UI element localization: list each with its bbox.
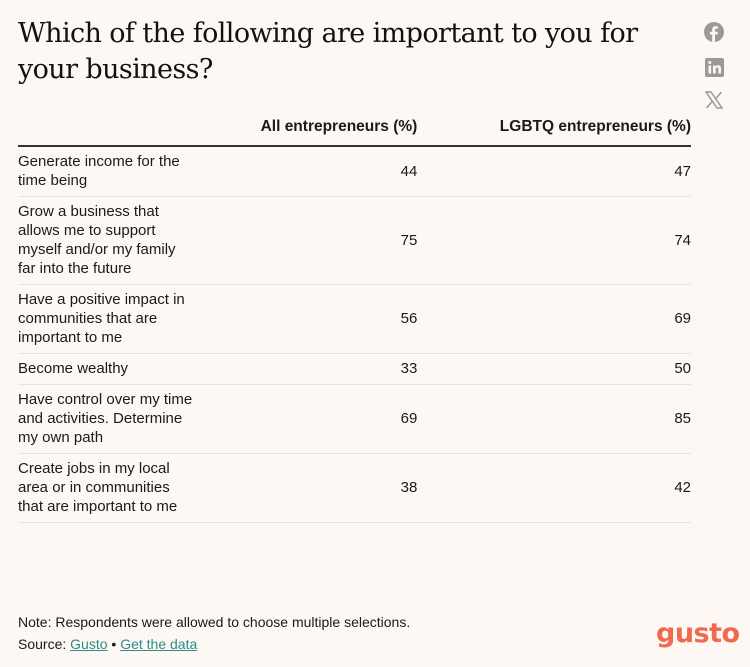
value-lgbtq: 50 — [417, 353, 691, 385]
column-header-lgbtq[interactable]: LGBTQ entrepreneurs (%) — [417, 112, 691, 147]
source-line: Source: Gusto • Get the data — [18, 633, 410, 655]
value-all: 75 — [193, 196, 418, 285]
value-lgbtq: 42 — [417, 453, 691, 523]
value-lgbtq: 47 — [417, 146, 691, 197]
separator: • — [111, 636, 117, 652]
note-text: Note: Respondents were allowed to choose… — [18, 614, 411, 630]
value-lgbtq: 74 — [417, 196, 691, 285]
value-all: 56 — [193, 284, 418, 354]
row-label: Grow a business that allows me to suppor… — [18, 196, 193, 285]
linkedin-icon[interactable] — [704, 57, 724, 77]
value-all: 44 — [193, 146, 418, 197]
table-row: Grow a business that allows me to suppor… — [18, 196, 691, 285]
footer-notes: Note: Respondents were allowed to choose… — [18, 611, 410, 655]
facebook-icon[interactable] — [704, 22, 724, 42]
get-data-link[interactable]: Get the data — [120, 636, 198, 652]
row-label: Generate income for the time being — [18, 146, 193, 197]
value-all: 69 — [193, 384, 418, 454]
value-all: 33 — [193, 353, 418, 385]
chart-title: Which of the following are important to … — [18, 18, 638, 85]
value-all: 38 — [193, 453, 418, 523]
table-row: Have a positive impact in communities th… — [18, 284, 691, 354]
table-row: Become wealthy 33 50 — [18, 353, 691, 385]
table-row: Have control over my time and activities… — [18, 384, 691, 454]
gusto-logo[interactable]: gusto — [656, 618, 740, 649]
column-header-label[interactable] — [18, 112, 193, 147]
row-label: Have control over my time and activities… — [18, 384, 193, 454]
row-label: Create jobs in my local area or in commu… — [18, 453, 193, 523]
row-label: Become wealthy — [18, 353, 193, 385]
data-table: All entrepreneurs (%) LGBTQ entrepreneur… — [18, 112, 691, 523]
table-header-row: All entrepreneurs (%) LGBTQ entrepreneur… — [18, 112, 691, 147]
table-row: Create jobs in my local area or in commu… — [18, 453, 691, 523]
table-row: Generate income for the time being 44 47 — [18, 146, 691, 197]
value-lgbtq: 85 — [417, 384, 691, 454]
value-lgbtq: 69 — [417, 284, 691, 354]
source-link[interactable]: Gusto — [70, 636, 108, 652]
row-label: Have a positive impact in communities th… — [18, 284, 193, 354]
x-icon[interactable] — [704, 90, 724, 110]
source-prefix: Source: — [18, 636, 67, 652]
column-header-all[interactable]: All entrepreneurs (%) — [193, 112, 418, 147]
